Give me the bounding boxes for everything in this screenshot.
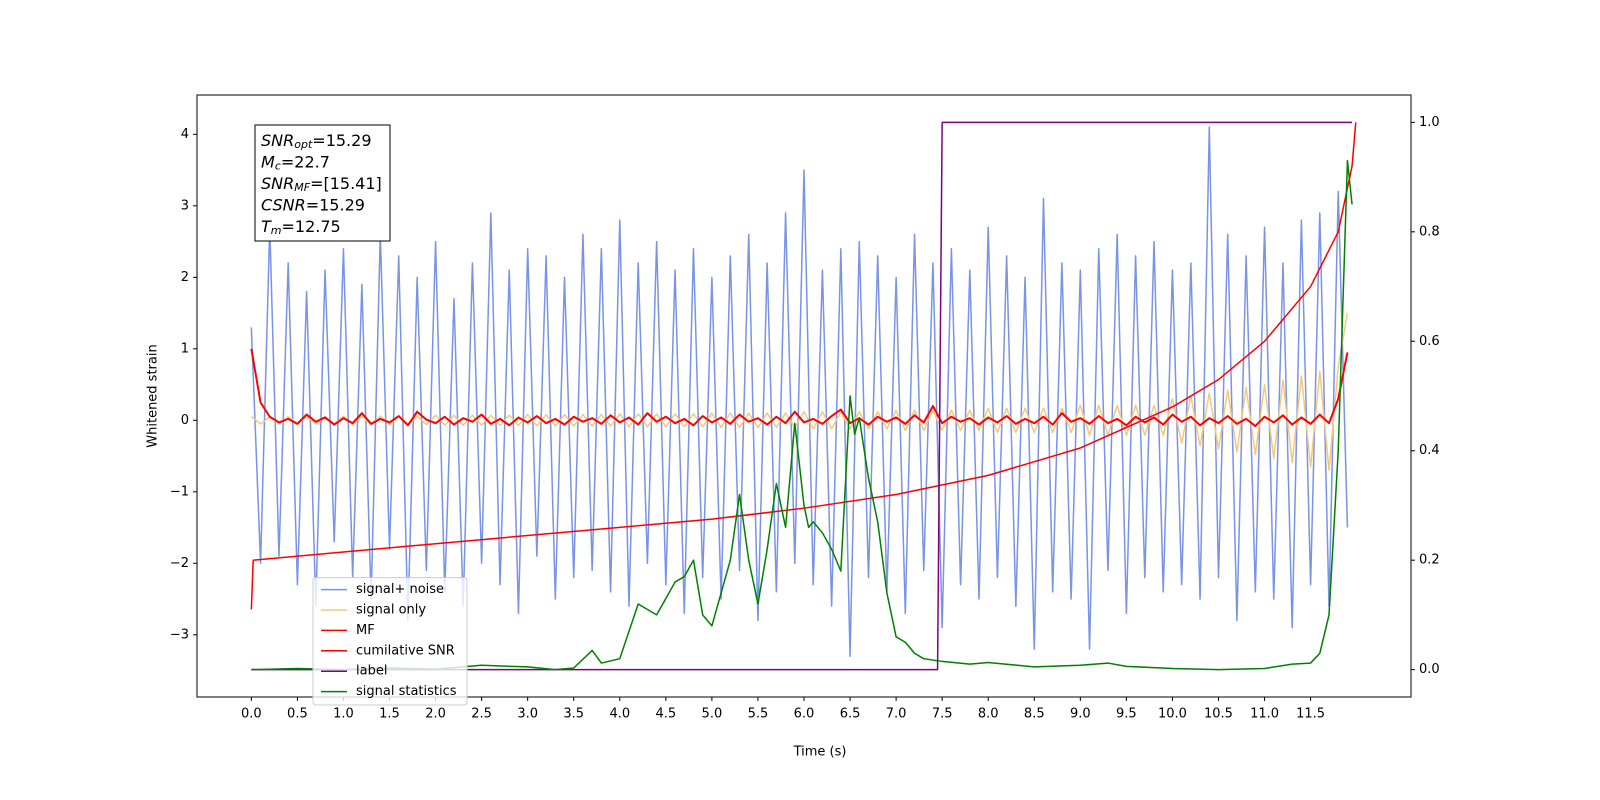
y-tick-label: 4: [181, 127, 189, 142]
annotation-value: =15.29: [306, 195, 365, 214]
series-line: [251, 159, 1353, 671]
annotation-symbol: SNR: [261, 174, 294, 193]
x-tick-label: 3.5: [563, 707, 584, 722]
y-tick-label: −1: [170, 484, 189, 499]
y2-tick-label: 0.6: [1419, 334, 1440, 349]
legend-label: signal only: [356, 603, 426, 618]
x-tick-label: 6.5: [840, 707, 861, 722]
x-tick-label: 2.0: [425, 707, 446, 722]
legend-label: label: [356, 664, 387, 679]
y2-tick-label: 1.0: [1419, 115, 1440, 130]
series-line: [251, 121, 1353, 671]
annotation-symbol: T: [261, 217, 272, 236]
x-tick-label: 9.5: [1116, 707, 1137, 722]
annotation-subscript: MF: [294, 181, 310, 194]
y2-tick-label: 0.4: [1419, 443, 1440, 458]
y-tick-label: −2: [170, 556, 189, 571]
x-tick-label: 4.5: [655, 707, 676, 722]
y-tick-label: 0: [181, 413, 189, 428]
x-tick-label: 11.0: [1250, 707, 1279, 722]
series-line: [250, 312, 1349, 472]
legend-label: MF: [356, 623, 375, 638]
annotation-box: [254, 124, 391, 242]
x-tick-label: 4.0: [609, 707, 630, 722]
x-tick-label: 3.0: [517, 707, 538, 722]
x-tick-label: 10.0: [1158, 707, 1187, 722]
annotation-value: =12.75: [282, 217, 341, 236]
x-tick-label: 9.0: [1070, 707, 1091, 722]
x-tick-label: 1.0: [333, 707, 354, 722]
annotation-line: Tm=12.75: [261, 217, 341, 238]
annotation-line: SNRopt=15.29: [261, 131, 372, 152]
annotation-subscript: c: [275, 160, 281, 173]
annotation-subscript: m: [271, 224, 282, 237]
annotation-symbol: SNR: [261, 131, 294, 150]
ticks: 0.0 0.5 1.0 1.5 2.0 2.5 3.0 3.5 4.0 4.5 5.0 5.5 6.0 6…: [170, 115, 1440, 722]
y2-tick-label: 0.8: [1419, 224, 1440, 239]
annotation-symbol: M: [261, 152, 275, 171]
series-line: [250, 122, 1357, 610]
legend-label: signal+ noise: [356, 582, 444, 597]
annotation-value: =15.29: [312, 131, 371, 150]
x-tick-label: 1.5: [379, 707, 400, 722]
annotation-line: Mc=22.7: [261, 152, 330, 173]
x-tick-label: 8.5: [1024, 707, 1045, 722]
annotation-symbol: CSNR: [261, 195, 306, 214]
y2-tick-label: 0.2: [1419, 553, 1440, 568]
x-tick-label: 5.5: [748, 707, 769, 722]
x-tick-label: 5.0: [702, 707, 723, 722]
y-tick-label: 2: [181, 270, 189, 285]
y-tick-label: 1: [181, 341, 189, 356]
annotation-value: =22.7: [281, 152, 330, 171]
legend-box: [312, 577, 468, 706]
annotation-line: CSNR=15.29: [261, 195, 365, 214]
x-tick-label: 0.0: [241, 707, 262, 722]
series-line: [250, 348, 1349, 428]
y-tick-label: −3: [170, 627, 189, 642]
y-tick-label: 3: [181, 198, 189, 213]
legend: signal+ noise signal only MF cumilative SNR…: [312, 577, 468, 706]
annotation-line: SNRMF=[15.41]: [261, 174, 382, 195]
x-tick-label: 6.0: [794, 707, 815, 722]
x-tick-label: 7.5: [932, 707, 953, 722]
legend-label: cumilative SNR: [356, 643, 455, 658]
x-tick-label: 7.0: [886, 707, 907, 722]
annotation: SNRopt=15.29Mc=22.7SNRMF=[15.41]CSNR=15.…: [254, 124, 391, 242]
plot-area: [250, 121, 1357, 671]
annotation-value: =[15.41]: [310, 174, 382, 193]
y-axis-label: Whitened strain: [146, 344, 161, 447]
x-tick-label: 10.5: [1204, 707, 1233, 722]
x-tick-label: 2.5: [471, 707, 492, 722]
series-line: [250, 126, 1349, 657]
annotation-subscript: opt: [294, 138, 313, 151]
x-tick-label: 11.5: [1296, 707, 1325, 722]
y2-tick-label: 0.0: [1419, 662, 1440, 677]
legend-label: signal statistics: [356, 684, 457, 699]
x-tick-label: 0.5: [287, 707, 308, 722]
x-tick-label: 8.0: [978, 707, 999, 722]
x-axis-label: Time (s): [793, 745, 847, 760]
